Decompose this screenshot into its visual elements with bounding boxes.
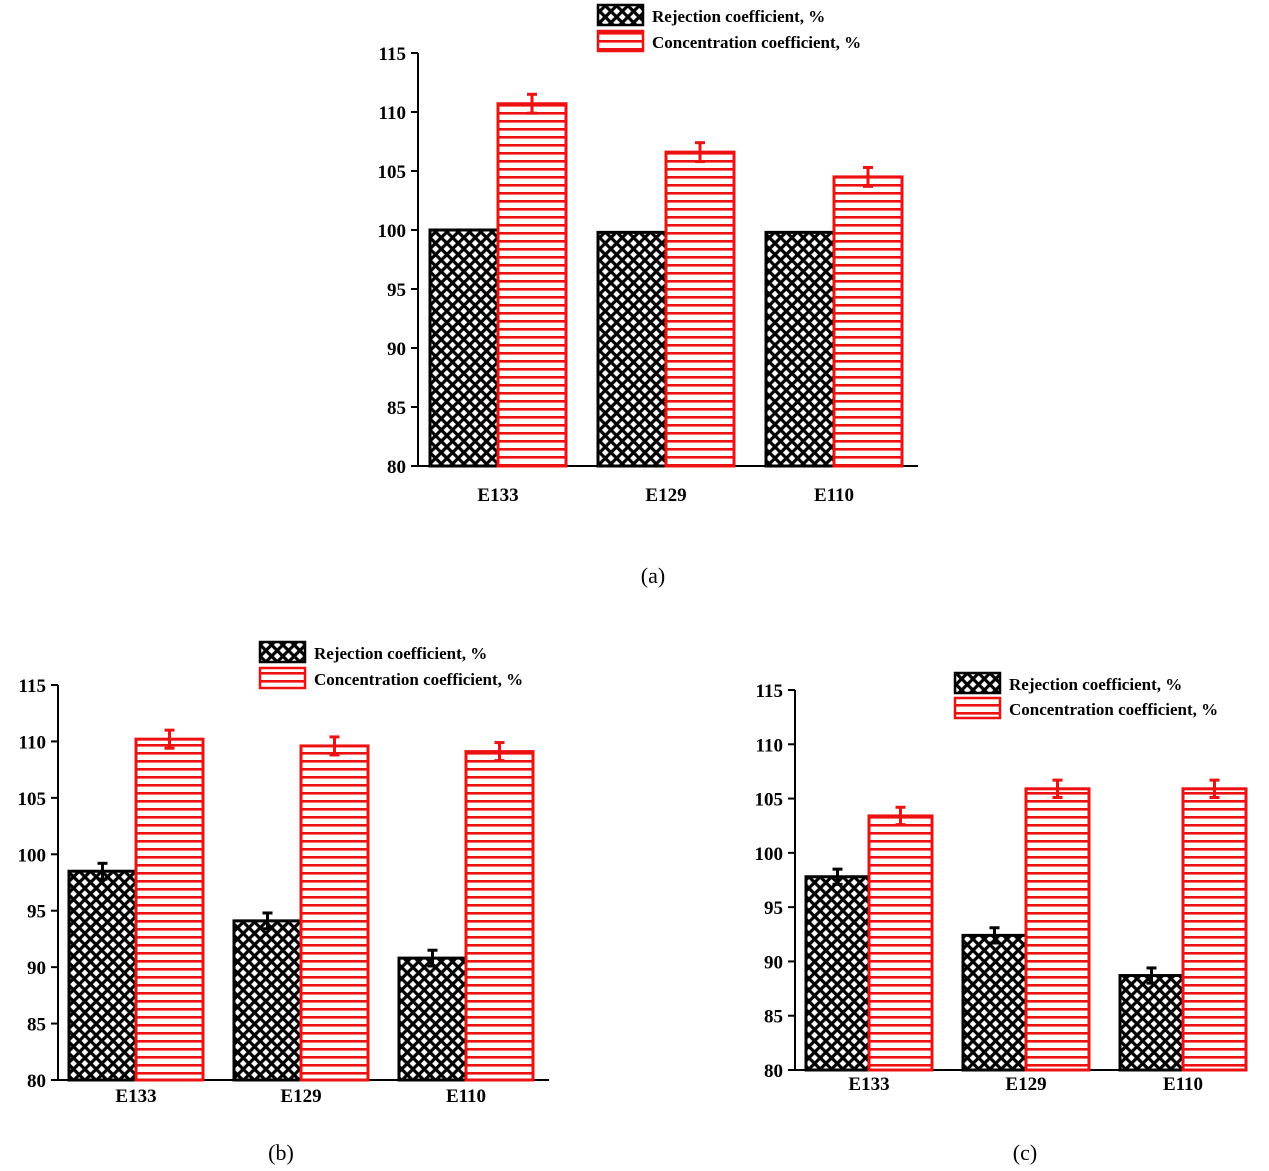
y-tick-label: 115 <box>756 681 783 702</box>
y-tick-label: 85 <box>764 1007 783 1028</box>
x-category-label: E133 <box>848 1074 889 1095</box>
y-tick-label: 90 <box>27 958 46 979</box>
panel-caption: (b) <box>268 1140 294 1165</box>
panel-caption: (c) <box>1013 1140 1037 1165</box>
bar-concentration-e129 <box>664 150 736 468</box>
legend-swatch-concentration <box>596 29 645 53</box>
legend-swatch-rejection <box>596 3 645 27</box>
y-tick-label: 100 <box>378 221 407 242</box>
legend-swatch-concentration <box>258 666 307 690</box>
x-category-label: E129 <box>645 485 686 506</box>
y-tick-label: 95 <box>764 898 783 919</box>
legend-label-rejection: Rejection coefficient, % <box>652 7 825 26</box>
panel-caption: (a) <box>641 563 665 588</box>
error-bar <box>1052 778 1063 799</box>
y-tick-label: 100 <box>755 844 784 865</box>
bar-rejection-e133 <box>804 875 871 1072</box>
y-tick-label: 105 <box>755 790 784 811</box>
y-tick-label: 105 <box>378 162 407 183</box>
y-tick-label: 85 <box>387 398 406 419</box>
error-bar <box>1146 966 1157 985</box>
bar-rejection-e129 <box>961 933 1028 1072</box>
legend-label-concentration: Concentration coefficient, % <box>314 670 523 689</box>
bar-concentration-e133 <box>134 737 205 1082</box>
bar-concentration-e110 <box>832 175 904 468</box>
x-category-label: E110 <box>446 1086 486 1107</box>
y-tick-label: 110 <box>19 732 46 753</box>
bar-rejection-e133 <box>67 869 138 1082</box>
chart-panel-c: 80 85 90 95 100 105 110 115 E133 E129 E110 Rejectio… <box>755 671 1248 1165</box>
bar-rejection-e129 <box>596 230 668 468</box>
bar-concentration-e129 <box>299 744 370 1082</box>
bar-concentration-e110 <box>1181 787 1248 1072</box>
y-tick-label: 85 <box>27 1015 46 1036</box>
y-tick-label: 80 <box>764 1061 783 1082</box>
y-tick-label: 90 <box>764 952 783 973</box>
y-tick-label: 95 <box>27 902 46 923</box>
error-bar <box>1209 778 1220 799</box>
bar-rejection-e133 <box>428 228 500 468</box>
legend-swatch-rejection <box>258 640 307 664</box>
x-category-label: E129 <box>280 1086 321 1107</box>
error-bar <box>427 948 438 968</box>
y-tick-label: 110 <box>756 735 783 756</box>
error-bar <box>494 741 505 763</box>
legend-label-rejection: Rejection coefficient, % <box>1009 675 1182 694</box>
error-bar <box>164 728 175 750</box>
x-category-label: E129 <box>1005 1074 1046 1095</box>
legend-label-concentration: Concentration coefficient, % <box>1009 700 1218 719</box>
error-bar <box>329 735 340 757</box>
bar-concentration-e133 <box>496 102 568 468</box>
y-tick-label: 105 <box>18 789 47 810</box>
error-bar <box>895 805 906 827</box>
legend-swatch-rejection <box>953 671 1002 695</box>
x-category-label: E133 <box>115 1086 156 1107</box>
bar-rejection-e129 <box>232 919 303 1082</box>
x-category-label: E133 <box>477 485 518 506</box>
error-bar <box>989 926 1000 945</box>
bar-rejection-e110 <box>1118 974 1185 1072</box>
y-tick-label: 80 <box>27 1071 46 1092</box>
y-tick-label: 95 <box>387 280 406 301</box>
error-bar <box>97 861 108 881</box>
y-tick-label: 115 <box>19 676 46 697</box>
bar-concentration-e110 <box>464 750 535 1082</box>
x-category-label: E110 <box>1163 1074 1203 1095</box>
legend-label-rejection: Rejection coefficient, % <box>314 644 487 663</box>
bar-concentration-e129 <box>1024 787 1091 1072</box>
error-bar <box>527 92 537 115</box>
error-bar <box>695 141 705 164</box>
y-tick-label: 100 <box>18 845 47 866</box>
error-bar <box>832 867 843 886</box>
y-tick-label: 110 <box>379 103 406 124</box>
bar-concentration-e133 <box>867 814 934 1072</box>
y-tick-label: 90 <box>387 339 406 360</box>
error-bar <box>863 165 873 188</box>
chart-panel-a: 80 85 90 95 100 105 110 115 E133 E129 E110 Rejectio… <box>378 3 918 588</box>
y-tick-label: 115 <box>379 44 406 65</box>
bar-rejection-e110 <box>764 230 836 468</box>
x-category-label: E110 <box>814 485 854 506</box>
chart-panel-b: 80 85 90 95 100 105 110 115 E133 E129 E110 Rejectio… <box>18 640 549 1165</box>
bar-rejection-e110 <box>397 956 468 1082</box>
y-tick-label: 80 <box>387 457 406 478</box>
error-bar <box>262 911 273 931</box>
legend-label-concentration: Concentration coefficient, % <box>652 33 861 52</box>
legend-swatch-concentration <box>953 696 1002 720</box>
